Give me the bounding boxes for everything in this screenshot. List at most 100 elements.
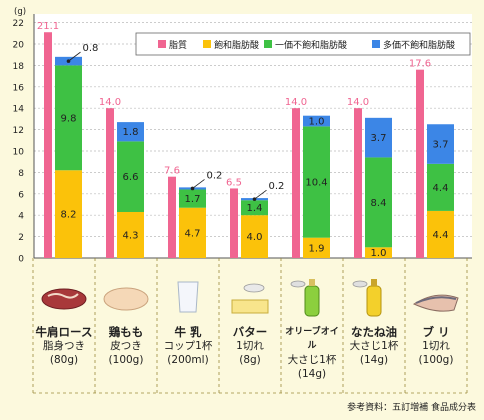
bar-poly-label: 0.8 — [83, 43, 99, 54]
beef-icon — [47, 293, 79, 299]
bar-total-label: 14.0 — [285, 97, 307, 108]
bar-mono — [117, 141, 144, 212]
category-name: 牛肩ロース — [35, 325, 93, 339]
bar-sat — [365, 247, 392, 258]
bar-mono-label: 8.4 — [371, 198, 387, 209]
olive-oil-icon — [290, 280, 306, 288]
bar-mono — [365, 157, 392, 248]
y-unit-label: (g) — [14, 7, 26, 17]
source-note: 参考資料：五訂増補 食品成分表 — [347, 403, 476, 413]
bar-sat-label: 1.0 — [371, 248, 387, 259]
category-weight: (100g) — [108, 354, 144, 366]
bar-total-label: 14.0 — [347, 97, 369, 108]
y-tick-label: 6 — [18, 190, 24, 200]
legend-swatch-sat — [203, 40, 211, 48]
bar-poly — [117, 122, 144, 142]
bar-total-label: 7.6 — [164, 166, 180, 177]
bar-total — [106, 108, 114, 258]
legend-label-sat: 飽和脂肪酸 — [214, 39, 259, 51]
callout-line — [68, 51, 81, 62]
category-portion: コップ1杯 — [163, 340, 213, 352]
bar-poly-label: 0.2 — [269, 181, 285, 192]
y-tick-label: 2 — [18, 233, 24, 243]
bar-sat — [55, 170, 82, 258]
bar-poly-label: 3.7 — [433, 140, 449, 151]
bar-poly-label: 3.7 — [371, 133, 387, 144]
callout-line — [254, 189, 267, 200]
bar-mono — [179, 189, 206, 208]
bar-sat-label: 8.2 — [61, 210, 77, 221]
category-name: バター — [232, 325, 268, 339]
y-tick-label: 10 — [13, 148, 25, 158]
butter-icon — [231, 299, 269, 314]
category-label: 鶏もも 皮つき (100g) — [95, 325, 157, 367]
y-tick-label: 20 — [13, 41, 25, 51]
y-tick-label: 18 — [13, 62, 25, 72]
category-weight: (200ml) — [167, 354, 209, 366]
olive-oil-icon — [304, 285, 320, 317]
bar-mono — [303, 126, 330, 238]
legend-box — [135, 32, 471, 56]
category-label: オリーブオイル 大さじ1杯 (14g) — [281, 325, 343, 381]
bar-mono-label: 10.4 — [305, 178, 327, 189]
category-label: バター 1切れ (8g) — [219, 325, 281, 367]
bar-total — [292, 108, 300, 258]
y-tick-label: 0 — [18, 255, 24, 265]
bar-sat — [427, 210, 454, 258]
y-tick-label: 22 — [13, 19, 24, 29]
bar-poly — [365, 117, 392, 158]
category-name: ブ リ — [422, 325, 450, 339]
bar-sat — [241, 215, 268, 258]
category-portion: 脂身つき — [43, 340, 85, 352]
legend-swatch-mono — [264, 40, 272, 48]
chicken-icon — [103, 287, 149, 311]
category-portion: 皮つき — [110, 340, 142, 352]
callout-line — [192, 179, 205, 189]
bar-poly-label: 1.0 — [309, 117, 325, 128]
bar-poly — [427, 124, 454, 164]
bar-poly-label: 1.8 — [123, 127, 139, 138]
bar-poly — [303, 115, 330, 127]
bar-total-label: 21.1 — [37, 21, 59, 32]
bar-sat-label: 4.0 — [247, 232, 263, 243]
bar-sat-label: 4.4 — [433, 230, 449, 241]
bar-poly-label: 0.2 — [207, 170, 223, 181]
y-tick-label: 12 — [13, 126, 24, 136]
category-weight: (8g) — [239, 354, 261, 366]
y-tick-label: 14 — [13, 105, 25, 115]
bar-mono — [55, 65, 82, 171]
legend-label-poly: 多価不飽和脂肪酸 — [383, 39, 455, 51]
bar-total — [230, 188, 238, 258]
bar-sat-label: 4.7 — [185, 228, 201, 239]
bar-sat — [117, 211, 144, 258]
y-tick-label: 16 — [13, 83, 25, 93]
category-label: 牛肩ロース 脂身つき (80g) — [33, 325, 95, 367]
category-name: なたね油 — [351, 325, 397, 339]
bar-mono-label: 9.8 — [61, 113, 77, 124]
olive-oil-icon — [309, 279, 315, 286]
legend-label-total: 脂質 — [169, 39, 187, 51]
beef-icon — [41, 288, 87, 310]
bar-mono-label: 4.4 — [433, 183, 449, 194]
legend-label-mono: 一価不飽和脂肪酸 — [275, 39, 347, 51]
bar-total-label: 14.0 — [99, 97, 121, 108]
butter-icon — [243, 283, 265, 293]
bar-mono-label: 6.6 — [123, 172, 139, 183]
category-name: 鶏もも — [108, 325, 144, 339]
category-weight: (14g) — [359, 354, 389, 366]
bar-mono — [427, 163, 454, 211]
bar-sat-label: 4.3 — [123, 230, 139, 241]
bar-mono-label: 1.4 — [247, 203, 263, 214]
category-portion: 1切れ — [236, 340, 264, 352]
y-tick-label: 8 — [18, 169, 24, 179]
category-portion: 大さじ1杯 — [349, 340, 399, 352]
bar-total — [168, 176, 176, 258]
category-name: オリーブオイル — [285, 327, 339, 351]
milk-icon — [177, 281, 199, 313]
category-portion: 大さじ1杯 — [287, 354, 337, 366]
category-weight: (100g) — [418, 354, 454, 366]
y-tick-label: 4 — [18, 212, 24, 222]
bar-total — [44, 32, 52, 259]
bar-mono-label: 1.7 — [185, 194, 201, 205]
